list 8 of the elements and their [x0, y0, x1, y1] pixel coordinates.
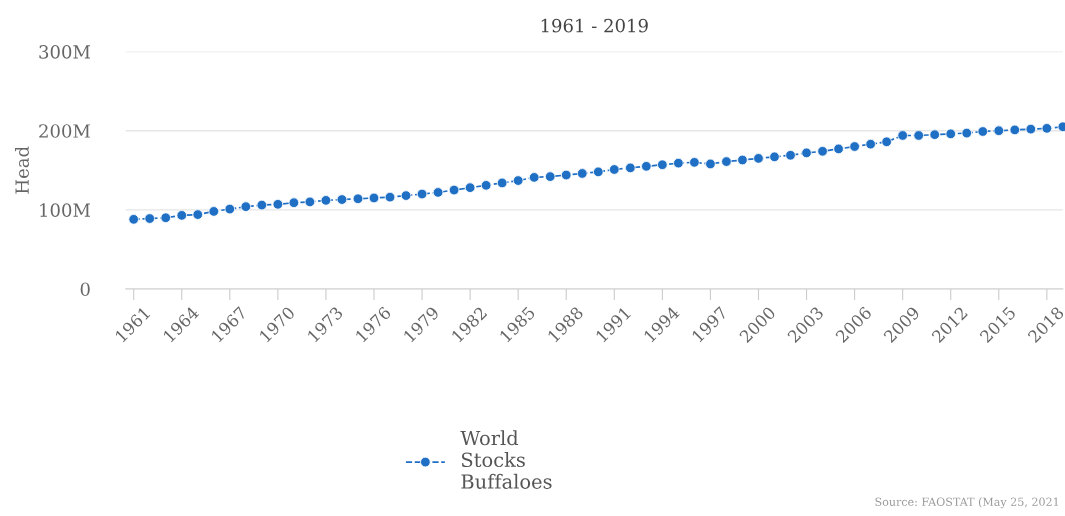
- y-tick-label: 100M: [40, 203, 91, 217]
- legend-label: World Stocks Buffaloes: [460, 430, 552, 489]
- source-note: Source: FAOSTAT (May 25, 2021: [875, 497, 1059, 509]
- y-axis-title: Head: [14, 146, 29, 194]
- y-tick-label: 0: [80, 282, 90, 297]
- chart-title: 1961 - 2019: [541, 18, 648, 33]
- y-tick-label: 200M: [39, 124, 91, 138]
- y-tick-label: 300M: [39, 45, 91, 59]
